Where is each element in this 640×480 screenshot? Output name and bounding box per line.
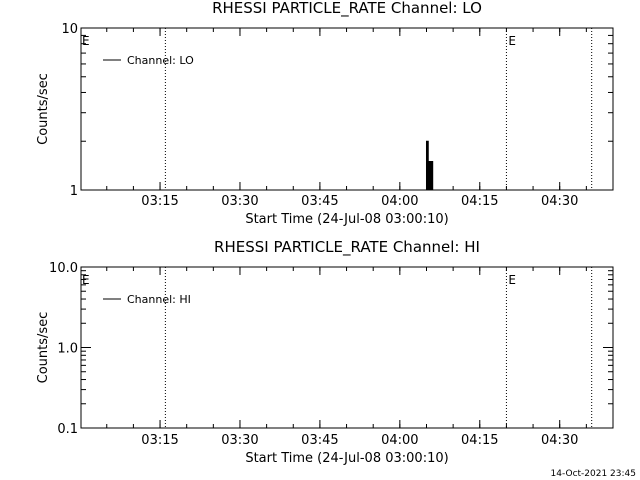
chart-title: RHESSI PARTICLE_RATE Channel: LO — [212, 0, 482, 18]
y-tick-label: 0.1 — [57, 422, 78, 437]
event-marker-label: E — [508, 34, 516, 48]
legend-label: Channel: HI — [127, 293, 191, 306]
x-axis-label: Start Time (24-Jul-08 03:00:10) — [245, 451, 448, 466]
series-line — [425, 140, 434, 191]
event-marker-label: E — [508, 273, 516, 287]
x-tick-label: 04:15 — [461, 433, 498, 448]
x-tick-label: 04:00 — [381, 433, 418, 448]
x-tick-label: 03:45 — [301, 433, 338, 448]
chart-title: RHESSI PARTICLE_RATE Channel: HI — [214, 238, 480, 257]
x-tick-label: 03:45 — [301, 194, 338, 209]
x-tick-label: 04:30 — [541, 194, 578, 209]
y-axis-label: Counts/sec — [36, 312, 51, 384]
y-axis-label: Counts/sec — [36, 73, 51, 145]
edge-marker-label: E — [82, 34, 90, 48]
x-tick-label: 04:30 — [541, 433, 578, 448]
edge-marker-label: E — [82, 273, 90, 287]
y-tick-label: 1.0 — [57, 342, 78, 357]
x-axis-label: Start Time (24-Jul-08 03:00:10) — [245, 212, 448, 227]
y-tick-label: 10.0 — [49, 261, 78, 276]
x-tick-label: 03:15 — [141, 433, 178, 448]
y-tick-label: 10 — [61, 22, 78, 37]
x-tick-label: 03:30 — [221, 194, 258, 209]
legend-label: Channel: LO — [127, 54, 194, 67]
y-tick-label: 1 — [70, 184, 78, 199]
footer-timestamp: 14-Oct-2021 23:45 — [551, 469, 636, 479]
x-tick-label: 03:30 — [221, 433, 258, 448]
x-tick-label: 03:15 — [141, 194, 178, 209]
x-tick-label: 04:15 — [461, 194, 498, 209]
x-tick-label: 04:00 — [381, 194, 418, 209]
